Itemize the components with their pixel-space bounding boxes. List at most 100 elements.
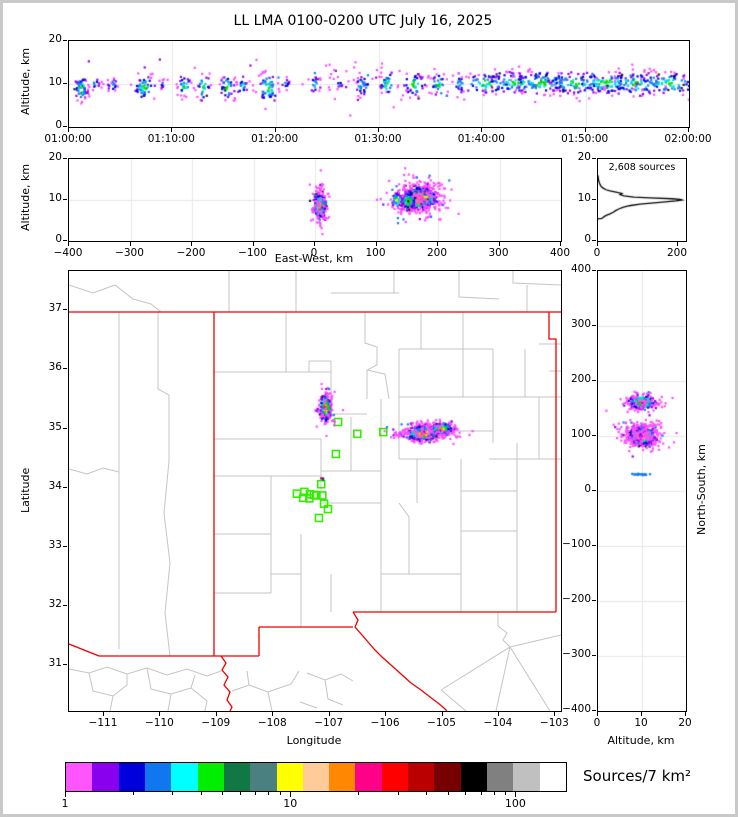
colorbar-tick-label: 100 — [504, 797, 526, 810]
colorbar-segment — [118, 763, 145, 791]
y-tick — [63, 309, 67, 311]
x-tick — [171, 128, 173, 132]
colorbar-minor-tick — [279, 792, 281, 795]
y-tick-label: 0 — [55, 119, 62, 131]
x-tick — [597, 712, 598, 716]
x-tick — [252, 242, 254, 246]
x-tick-label: 20 — [678, 717, 692, 729]
y-tick — [63, 83, 67, 84]
axis-label-east-west: East-West, km — [274, 252, 354, 265]
y-tick — [592, 600, 596, 601]
y-tick — [592, 270, 596, 271]
axis-label-longitude: Longitude — [286, 734, 342, 747]
x-tick-label: 0 — [310, 247, 318, 259]
x-tick-label: −109 — [201, 717, 231, 729]
colorbar-segment — [302, 763, 330, 791]
x-tick — [68, 128, 69, 132]
x-tick — [497, 712, 499, 716]
x-tick — [641, 712, 642, 716]
y-tick-label: 20 — [577, 151, 591, 163]
x-tick-label: 01:20:00 — [251, 133, 299, 145]
y-tick — [63, 368, 67, 370]
colorbar-segment — [513, 763, 540, 791]
y-tick — [63, 486, 67, 488]
y-tick-label: −400 — [562, 703, 591, 715]
colorbar-minor-tick — [200, 792, 202, 795]
x-tick-label: −400 — [53, 247, 83, 259]
x-tick — [328, 712, 330, 716]
colorbar-minor-tick — [425, 792, 427, 795]
x-tick — [378, 128, 379, 132]
colorbar-segment — [539, 763, 566, 791]
altitude-histogram-curve — [598, 159, 686, 241]
y-tick-label: 34 — [48, 479, 62, 492]
y-tick — [592, 158, 596, 159]
y-tick — [592, 490, 596, 491]
x-tick — [102, 712, 104, 716]
colorbar-segment — [66, 763, 93, 791]
x-tick — [441, 712, 443, 716]
x-tick-label: 01:40:00 — [457, 133, 505, 145]
colorbar-minor-tick — [172, 792, 174, 795]
y-tick — [592, 545, 596, 546]
y-tick-label: 37 — [48, 302, 62, 315]
colorbar-segment — [434, 763, 461, 791]
colorbar-minor-tick — [397, 792, 399, 795]
x-tick — [314, 242, 315, 246]
y-tick-label: 33 — [48, 538, 62, 551]
x-tick — [688, 128, 689, 132]
y-tick — [63, 40, 67, 41]
y-tick — [63, 545, 67, 547]
colorbar-segment — [171, 763, 198, 791]
colorbar-major-tick — [290, 792, 292, 797]
x-tick-label: 0 — [593, 247, 601, 259]
colorbar-segment — [223, 763, 251, 791]
y-tick — [592, 240, 596, 241]
colorbar-segment — [329, 763, 356, 791]
x-tick-label: −200 — [176, 247, 206, 259]
x-tick — [385, 712, 387, 716]
northsouth-height-scatter — [598, 271, 686, 711]
map-lightning-scatter — [69, 271, 561, 711]
y-tick-label: 10 — [48, 192, 62, 204]
x-tick — [272, 712, 274, 716]
y-tick — [592, 380, 596, 381]
colorbar-minor-tick — [255, 792, 257, 795]
y-tick-label: 32 — [48, 598, 62, 611]
x-tick-label: 300 — [488, 247, 509, 259]
x-tick-label: 100 — [365, 247, 386, 259]
y-tick — [592, 325, 596, 326]
colorbar-minor-tick — [493, 792, 495, 795]
x-tick-label: 200 — [426, 247, 448, 259]
y-tick — [592, 435, 596, 436]
x-tick — [498, 242, 500, 246]
x-tick — [274, 128, 276, 132]
source-count-annotation: 2,608 sources — [608, 162, 676, 173]
y-tick-label: 300 — [570, 318, 591, 330]
y-tick-label: −100 — [562, 538, 591, 550]
colorbar-minor-tick — [480, 792, 482, 795]
x-tick — [129, 242, 131, 246]
x-tick-label: 01:00:00 — [44, 133, 92, 145]
x-tick-label: −100 — [238, 247, 267, 259]
altitude-histogram-panel: 2,608 sources — [597, 158, 687, 242]
x-tick — [191, 242, 192, 246]
y-tick — [592, 655, 596, 656]
colorbar-segment — [408, 763, 435, 791]
x-tick — [215, 712, 217, 716]
x-tick-label: −108 — [257, 717, 287, 729]
y-tick — [63, 199, 67, 200]
colorbar-major-tick — [65, 792, 66, 797]
x-tick — [685, 712, 686, 716]
y-tick-label: 20 — [48, 151, 62, 163]
y-tick — [63, 427, 67, 429]
northsouth-height-panel — [597, 270, 687, 712]
x-tick-label: −111 — [88, 717, 118, 729]
x-tick-label: −107 — [314, 717, 344, 729]
figure-title: LL LMA 0100-0200 UTC July 16, 2025 — [233, 13, 493, 29]
x-tick-label: 01:10:00 — [147, 133, 195, 145]
eastwest-height-scatter — [69, 159, 561, 241]
colorbar-label: Sources/7 km² — [583, 767, 692, 785]
y-tick-label: 20 — [48, 33, 62, 45]
